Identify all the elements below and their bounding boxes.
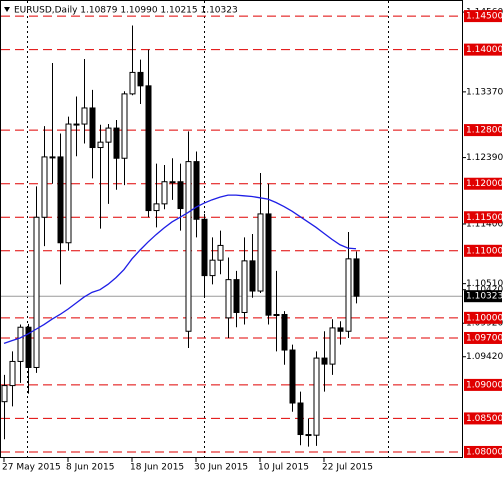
level-label-box [464,412,502,425]
candle-body [49,156,56,159]
candle-body [225,279,232,319]
x-tick-label: 10 Jul 2015 [258,463,309,473]
level-label: 1.08500 [466,414,503,424]
candle-body [9,360,16,387]
level-label-box [464,177,502,190]
candle-body [121,93,128,159]
y-tick-label: 1.10510 [466,279,503,289]
candle-body [161,181,168,205]
candle-body [33,216,40,368]
candle-body [1,385,8,403]
candle-body [193,161,200,220]
candle-body [177,181,184,210]
x-tick-label: 22 Jul 2015 [322,463,373,473]
x-tick-label: 27 May 2015 [2,463,61,473]
candle-body [265,213,272,316]
candle-body [73,123,80,126]
candle-body [129,71,136,95]
candle-body [241,260,248,313]
candle-body [337,327,344,332]
level-label: 1.14000 [466,45,503,55]
price-label: 1.10323 [466,292,503,302]
level-label: 1.09700 [466,333,503,343]
level-label-box [464,311,502,324]
level-label-box [464,378,502,391]
candle-body [329,327,336,365]
candle-body [313,357,320,436]
candle-body [297,402,304,436]
ma-line [3,194,357,344]
candle-body [113,127,120,159]
level-label-box [464,10,502,23]
candle-body [145,85,152,212]
level-label-box [464,445,502,458]
candle-body [57,156,64,244]
level-label: 1.11000 [466,246,503,256]
level-label-box [464,211,502,224]
x-tick-label: 30 Jun 2015 [194,463,248,473]
candle-body [169,181,176,184]
candle-body [353,258,360,297]
level-label: 1.12800 [466,126,503,136]
candle-body [137,71,144,87]
plot-frame [0,0,463,458]
candle-body [305,434,312,437]
level-label: 1.08000 [466,447,503,457]
candle-body [257,213,264,292]
candle-body [81,107,88,125]
candle-body [249,260,256,292]
level-label: 1.11500 [466,213,503,223]
y-tick-label: 1.13370 [466,87,503,97]
level-label-box [464,124,502,137]
candle-body [201,218,208,277]
candle-body [273,313,280,316]
level-label: 1.10000 [466,313,503,323]
candle-body [25,326,32,368]
candle-body [321,357,328,365]
x-tick-label: 18 Jun 2015 [130,463,184,473]
candle-body [289,349,296,404]
candle-body [209,259,216,277]
price-label-box [464,290,502,303]
y-tick-label: 1.10420 [466,285,503,295]
level-label-box [464,331,502,344]
chart-title: EURUSD,Daily 1.10879 1.10990 1.10215 1.1… [14,6,238,16]
layer: 1.145601.133701.123901.114001.105101.104… [1,8,503,473]
level-label-box [464,43,502,56]
level-label: 1.12000 [466,179,503,189]
candle-body [105,127,112,143]
candle-body [17,326,24,362]
y-tick-label: 1.12390 [466,153,503,163]
candle-body [345,258,352,332]
candle-body [233,279,240,313]
level-label: 1.09000 [466,380,503,390]
candle-body [41,156,48,218]
candle-body [281,313,288,351]
candle-body [153,203,160,212]
y-tick-label: 1.09420 [466,352,503,362]
candle-body [97,141,104,149]
level-label: 1.14500 [466,12,503,22]
y-tick-label: 1.11400 [466,219,503,229]
candle-body [185,161,192,332]
x-tick-label: 8 Jun 2015 [66,463,114,473]
candle-body [217,244,224,261]
candle-body [89,107,96,149]
menu-icon [4,7,10,12]
level-label-box [464,244,502,257]
candle-body [65,123,72,244]
